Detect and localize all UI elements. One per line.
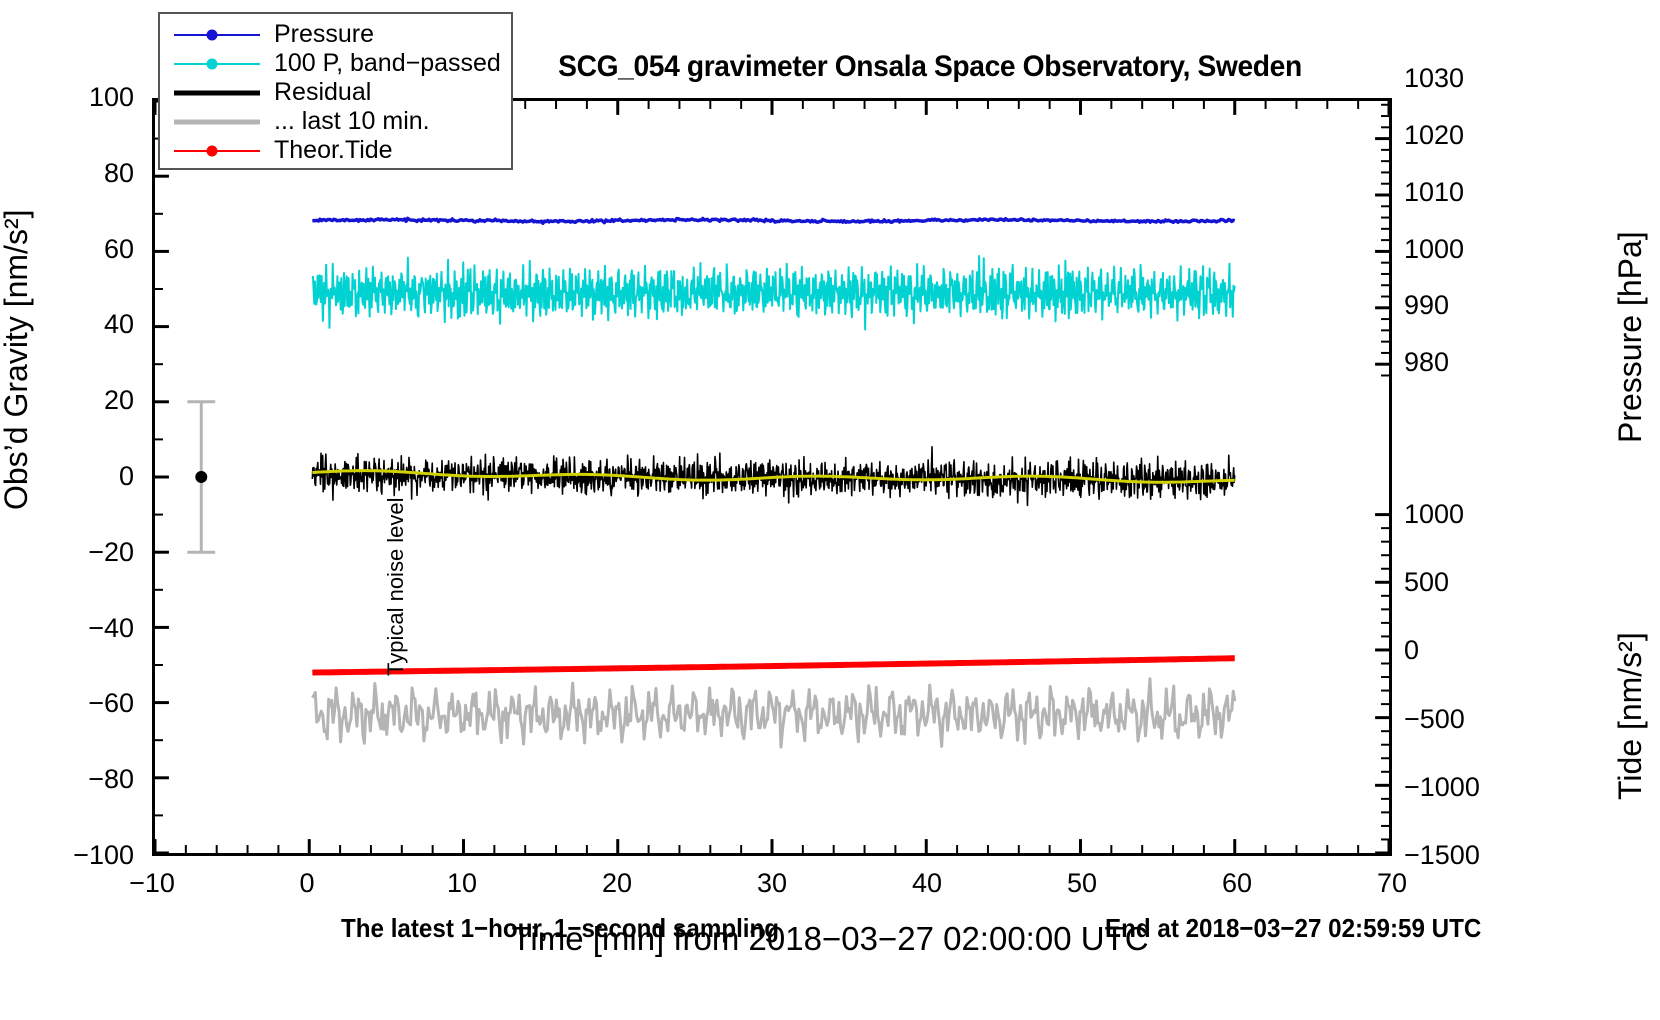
axis-tick-label: 1000 xyxy=(1404,233,1465,264)
y-axis-label-tide: Tide [nm/s²] xyxy=(1612,632,1648,800)
legend-swatch-icon xyxy=(174,141,260,161)
plot-area: The latest 1−hour, 1−second sampling End… xyxy=(152,98,1481,943)
axis-tick-label: −80 xyxy=(88,764,134,795)
axis-tick-label: −40 xyxy=(88,612,134,643)
axis-tick-label: −1500 xyxy=(1404,840,1480,870)
axis-tick-label: 40 xyxy=(103,309,134,340)
legend-item-label: Pressure xyxy=(274,20,375,48)
axis-tick-label: −20 xyxy=(88,536,134,567)
axis-tick-label: −100 xyxy=(73,840,134,870)
data-series-line xyxy=(311,445,1236,507)
axis-tick-label: −1000 xyxy=(1404,771,1480,802)
data-series-line xyxy=(311,677,1237,749)
axis-tick-label: 0 xyxy=(118,461,134,491)
axis-tick-label: 1020 xyxy=(1404,119,1465,150)
page-title: SCG_054 gravimeter Onsala Space Observat… xyxy=(558,50,1302,83)
axis-tick-label: −10 xyxy=(129,868,175,898)
y-axis-label-pressure: Pressure [hPa] xyxy=(1612,231,1648,443)
legend-item-label: ... last 10 min. xyxy=(274,107,430,135)
data-series-line xyxy=(312,216,1236,225)
axis-tick-label: 0 xyxy=(299,868,315,898)
axis-tick-label: 20 xyxy=(601,868,633,898)
axis-tick-label: 0 xyxy=(1404,635,1420,666)
legend-item-label: Residual xyxy=(274,78,372,106)
axis-tick-label: 20 xyxy=(103,385,134,416)
axis-tick-label: −60 xyxy=(88,688,134,719)
axis-tick-label: 500 xyxy=(1404,567,1450,598)
legend-item-label: 100 P, band−passed xyxy=(274,49,501,77)
legend-item[interactable]: ... last 10 min. xyxy=(160,107,511,136)
sampling-note: The latest 1−hour, 1−second sampling xyxy=(341,913,780,943)
data-series-line xyxy=(312,469,1235,484)
axis-tick-label: 60 xyxy=(1221,868,1253,898)
typical-noise-level-label: Typical noise level xyxy=(383,497,408,676)
legend-swatch-icon xyxy=(174,54,260,74)
legend-item[interactable]: Theor.Tide xyxy=(160,136,511,165)
axis-tick-label: 1010 xyxy=(1404,176,1465,207)
axis-tick-label: 980 xyxy=(1404,347,1450,378)
data-series-line xyxy=(311,254,1236,331)
end-time-note: End at 2018−03−27 02:59:59 UTC xyxy=(1105,913,1482,943)
axis-tick-label: 80 xyxy=(103,157,134,188)
axis-tick-label: 10 xyxy=(446,868,478,898)
x-axis-label: Time [min] from 2018−03−27 02:00:00 UTC xyxy=(511,920,1149,957)
legend-swatch-icon xyxy=(174,83,260,103)
axis-tick-label: 50 xyxy=(1066,868,1098,898)
axis-tick-label: 30 xyxy=(756,868,788,898)
chart-canvas xyxy=(155,101,1389,853)
legend: Pressure 100 P, band−passed Residual... la… xyxy=(158,12,513,170)
axis-tick-label: 40 xyxy=(911,868,943,898)
axis-tick-label: 1030 xyxy=(1404,63,1465,94)
legend-swatch-icon xyxy=(174,112,260,132)
legend-item[interactable]: Pressure xyxy=(160,20,511,49)
axis-tick-label: 1000 xyxy=(1404,498,1465,529)
axis-tick-label: 990 xyxy=(1404,290,1450,321)
data-series-line xyxy=(312,655,1235,676)
legend-item-label: Theor.Tide xyxy=(274,136,393,164)
axis-tick-label: −500 xyxy=(1404,703,1465,734)
axis-tick-label: 70 xyxy=(1376,868,1408,898)
noise-center-dot xyxy=(195,471,208,483)
noise-level-marker xyxy=(187,400,216,554)
axis-tick-label: 100 xyxy=(88,82,134,112)
data-series-group xyxy=(311,216,1237,749)
legend-item[interactable]: Residual xyxy=(160,78,511,107)
axis-tickmarks xyxy=(155,101,1389,853)
legend-item[interactable]: 100 P, band−passed xyxy=(160,49,511,78)
legend-swatch-icon xyxy=(174,25,260,45)
axis-tick-label: 60 xyxy=(103,233,134,264)
